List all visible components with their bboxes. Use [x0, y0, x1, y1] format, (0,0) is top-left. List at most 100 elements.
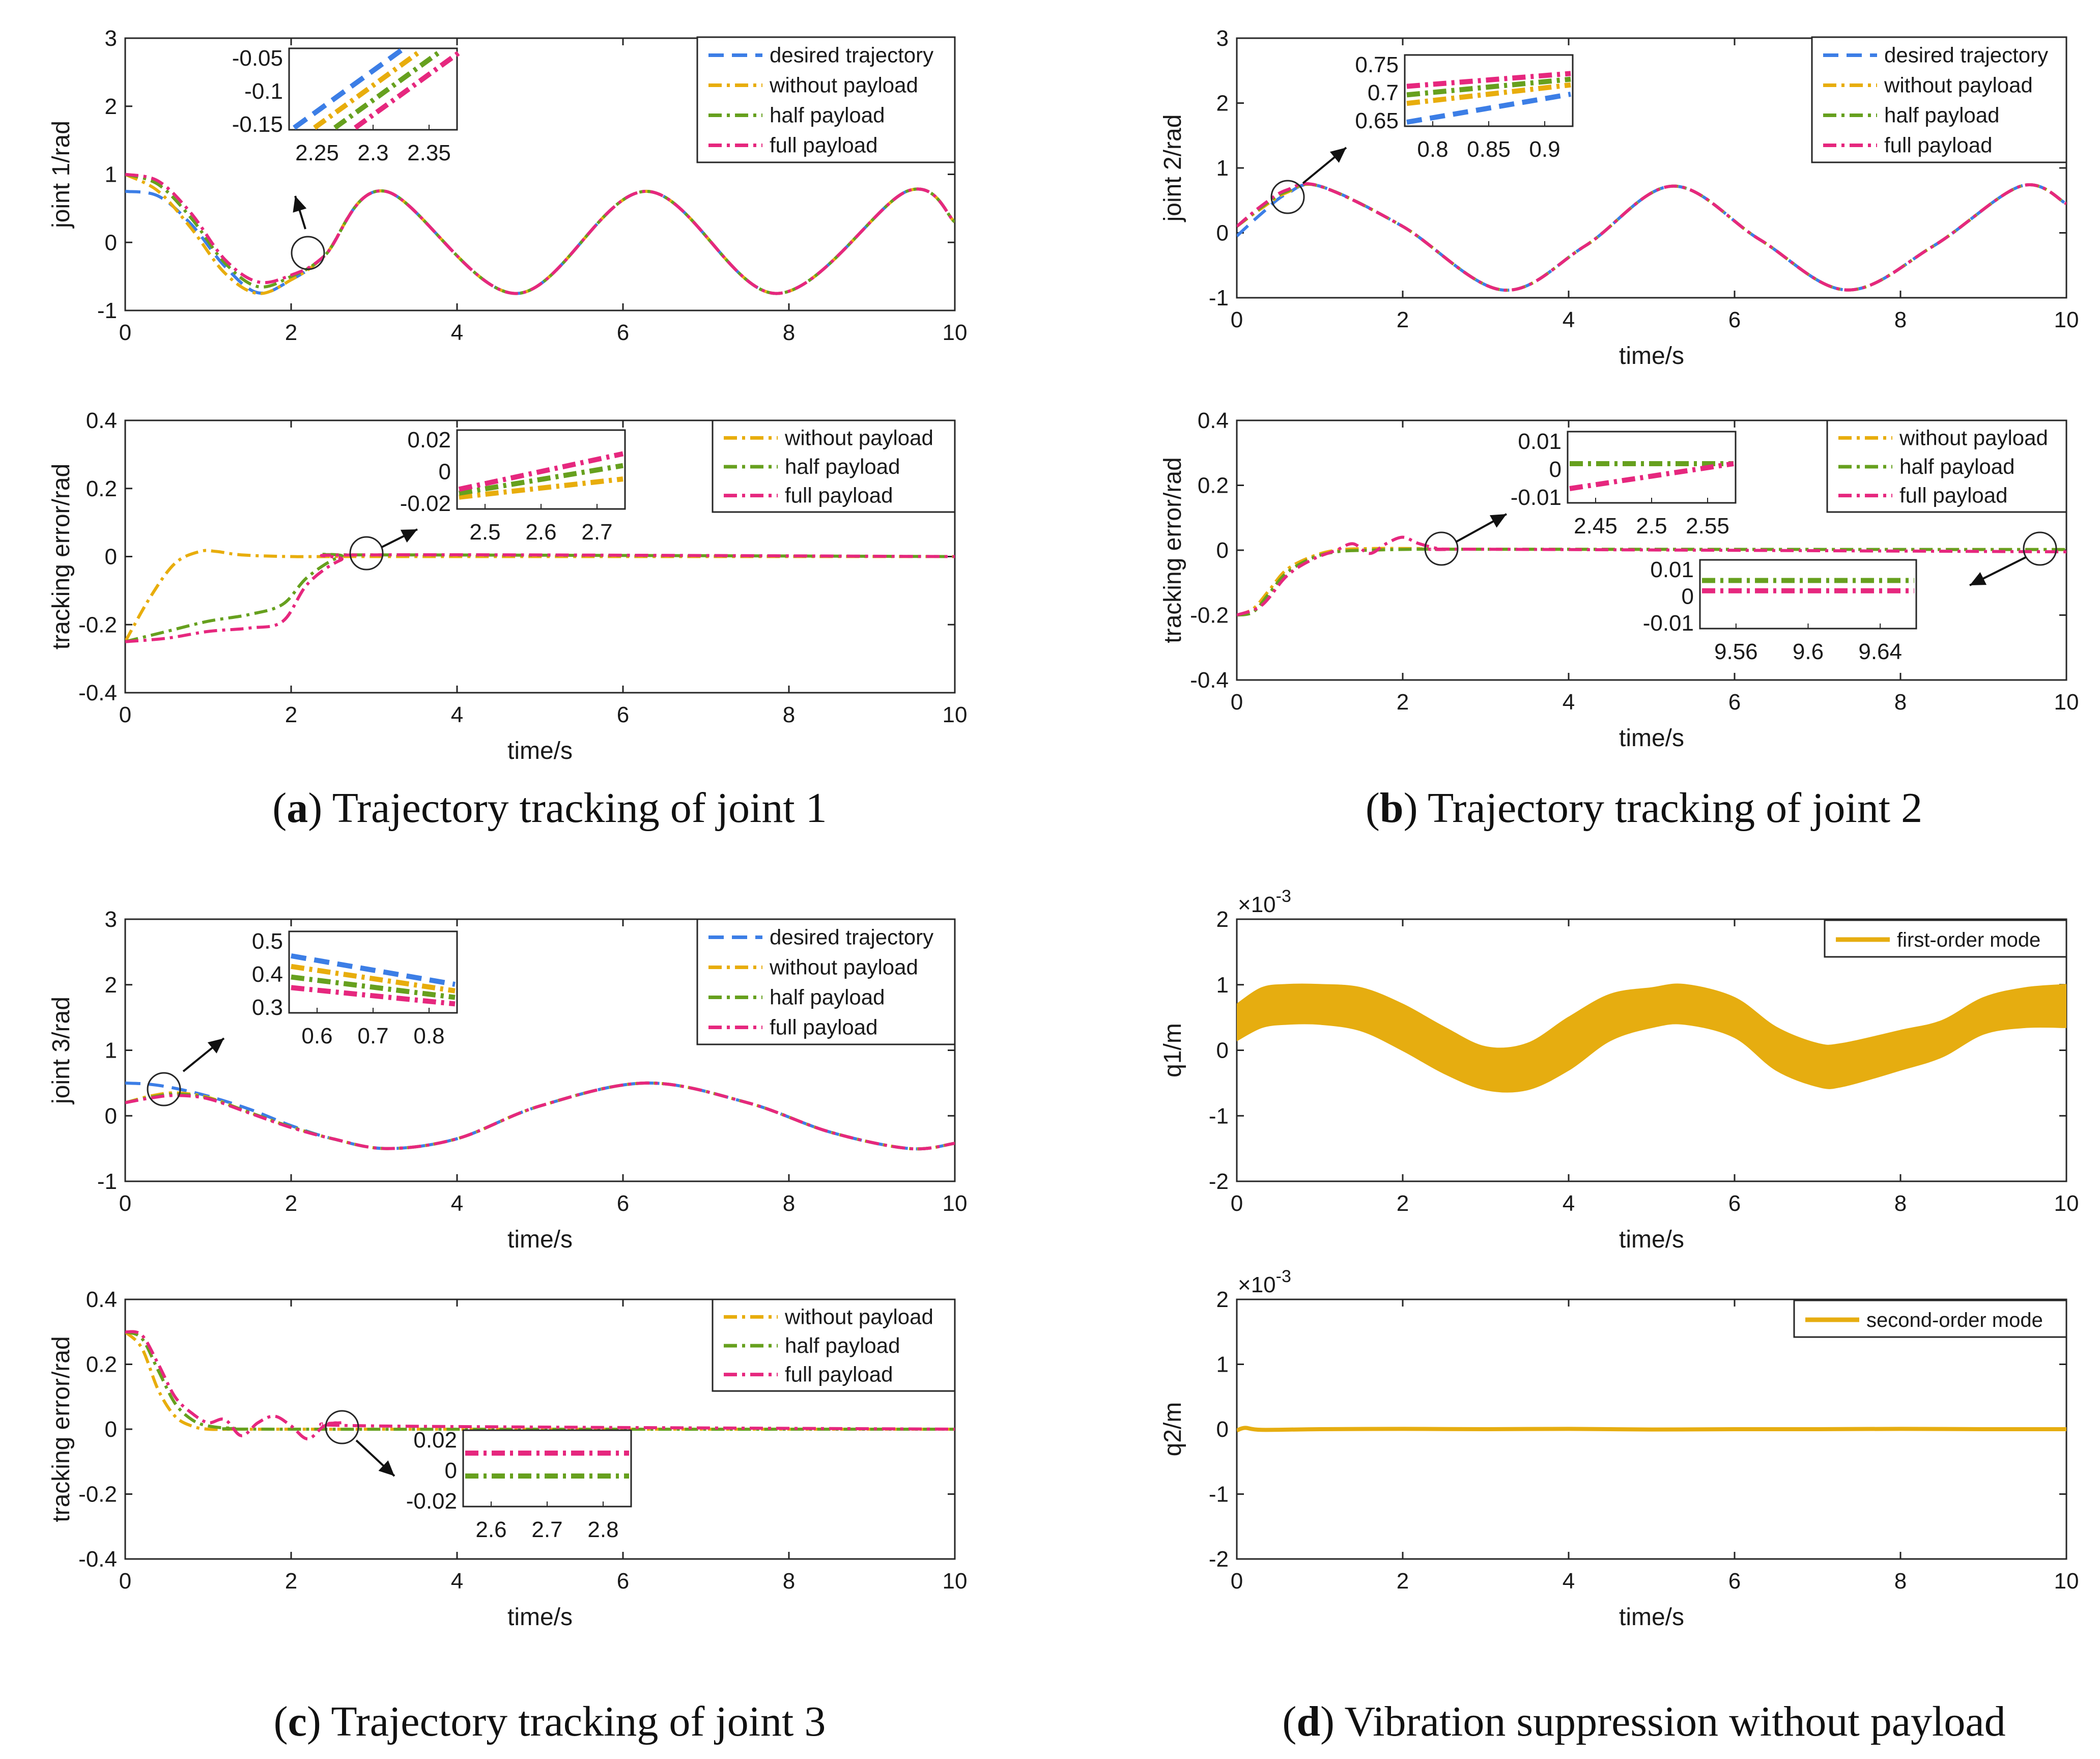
series-group — [1237, 983, 2066, 1093]
legend-label: desired trajectory — [1884, 43, 2048, 67]
y-exponent-label: ×10-3 — [1238, 887, 1291, 917]
legend-label: full payload — [770, 1015, 877, 1039]
zoom-circle — [325, 1410, 359, 1444]
series-line-full — [125, 173, 955, 295]
inset-series-half — [291, 974, 456, 1000]
x-tick-label: 4 — [451, 1569, 463, 1594]
x-axis-label: time/s — [1619, 1604, 1684, 1631]
x-tick-label: 0 — [119, 1569, 131, 1594]
x-tick-label: 6 — [617, 1569, 629, 1594]
legend-label: half payload — [770, 103, 885, 127]
inset-series-half — [459, 463, 623, 496]
inset-x-tick-label: 9.64 — [1858, 639, 1902, 664]
inset-y-tick-label: -0.01 — [1511, 485, 1562, 510]
caption-b: (b) Trajectory tracking of joint 2 — [1366, 784, 1922, 832]
inset-series-full — [354, 48, 464, 130]
y-tick-label: 0 — [1216, 538, 1229, 563]
series-group — [1237, 535, 2066, 617]
chart-a2: 0 2 4 6 8 10 -0.4 -0.2 0 0.2 0.4 time/s tracking err… — [48, 408, 967, 764]
inset-series-without — [313, 48, 423, 130]
x-tick-label: 10 — [943, 1191, 968, 1216]
series-group — [1237, 182, 2066, 292]
y-tick-label: -1 — [1209, 1482, 1229, 1507]
x-tick-label: 0 — [119, 320, 131, 345]
x-tick-label: 6 — [1728, 307, 1741, 332]
zoom-inset: 9.56 9.6 9.64 0.010-0.01 — [1643, 557, 1917, 664]
inset-x-tick-label: 0.6 — [301, 1024, 332, 1048]
x-tick-label: 8 — [783, 1191, 795, 1216]
y-tick-label: 3 — [105, 26, 117, 51]
series-group — [1237, 1426, 2066, 1433]
y-exponent-power: -3 — [1276, 887, 1291, 906]
x-tick-label: 8 — [783, 1569, 795, 1594]
x-tick-label: 2 — [285, 1191, 297, 1216]
x-tick-label: 2 — [1397, 690, 1409, 715]
x-tick-label: 0 — [119, 1191, 131, 1216]
legend-label: half payload — [785, 1334, 900, 1357]
x-tick-label: 2 — [1397, 1191, 1409, 1216]
caption-c: (c) Trajectory tracking of joint 3 — [274, 1698, 826, 1745]
y-tick-label: 1 — [105, 162, 117, 187]
y-tick-label: 0 — [105, 545, 117, 570]
y-axis-label: tracking error/rad — [48, 464, 75, 649]
legend-label: without payload — [784, 1304, 933, 1328]
y-tick-label: 2 — [1216, 91, 1229, 116]
zoom-arrow-head — [400, 529, 417, 543]
x-tick-label: 6 — [1728, 1191, 1741, 1216]
x-tick-label: 4 — [1563, 307, 1575, 332]
x-tick-label: 4 — [451, 1191, 463, 1216]
inset-series-without — [1406, 82, 1571, 106]
caption-d-text: Vibration suppression without payload — [1335, 1698, 2006, 1745]
zoom-arrow-head — [1329, 148, 1346, 163]
x-tick-label: 8 — [1894, 1191, 1907, 1216]
zoom-circle — [349, 536, 384, 571]
inset-x-tick-label: 2.5 — [1636, 514, 1667, 538]
legend: desired trajectory without payload half pa… — [696, 36, 956, 163]
y-tick-label: 3 — [105, 907, 117, 932]
zoom-inset: 2.25 2.3 2.35 -0.05 -0.1 -0.15 — [232, 46, 464, 165]
inset-y-tick-label: 0.02 — [413, 1428, 457, 1453]
legend-label: without payload — [769, 73, 918, 97]
inset-y-tick-label: -0.02 — [406, 1489, 457, 1514]
inset-x-tick-label: 2.55 — [1686, 514, 1729, 538]
legend: first-order mode — [1824, 919, 2067, 958]
inset-x-tick-label: 0.7 — [357, 1024, 388, 1048]
legend-label: full payload — [1899, 484, 2007, 507]
legend-label: full payload — [785, 1363, 893, 1386]
zoom-circle — [291, 236, 325, 270]
caption-b-letter: b — [1380, 784, 1404, 832]
y-tick-label: -0.2 — [78, 612, 117, 637]
x-tick-label: 4 — [451, 320, 463, 345]
legend-box — [1811, 36, 2067, 163]
chart-d2: 0 2 4 6 8 10 -2 -1 0 1 2 time/s q2/m ×10-3 second-orde… — [1159, 1267, 2079, 1631]
series-line-full — [125, 1081, 955, 1151]
inset-y-tick-label: 0 — [445, 1458, 457, 1483]
inset-box — [462, 1429, 632, 1508]
chart-b2: 0 2 4 6 8 10 -0.4 -0.2 0 0.2 0.4 time/s tracking err… — [1159, 408, 2079, 752]
inset-y-tick-label: 0.5 — [252, 929, 283, 954]
inset-y-tick-label: 0 — [439, 460, 451, 485]
y-tick-label: -2 — [1209, 1169, 1229, 1194]
zoom-circle — [1270, 180, 1305, 214]
inset-x-tick-label: 2.45 — [1574, 514, 1617, 538]
inset-series-desired — [1406, 92, 1571, 125]
x-tick-label: 8 — [1894, 690, 1907, 715]
zoom-circle — [147, 1072, 181, 1107]
legend-box — [696, 36, 956, 163]
legend-label: without payload — [1884, 73, 2033, 97]
legend-label: desired trajectory — [770, 43, 933, 67]
y-tick-label: -0.2 — [1190, 603, 1229, 628]
caption-d-letter: d — [1296, 1698, 1320, 1745]
legend: desired trajectory without payload half pa… — [696, 918, 956, 1045]
legend-label: half payload — [1884, 103, 2000, 127]
legend-label: full payload — [785, 484, 893, 507]
legend-label: without payload — [1899, 425, 2048, 449]
y-tick-label: 0.2 — [86, 476, 117, 501]
y-axis-label: joint 3/rad — [48, 997, 75, 1105]
y-tick-label: -2 — [1209, 1547, 1229, 1572]
x-tick-label: 6 — [1728, 1569, 1741, 1594]
y-tick-label: 1 — [105, 1038, 117, 1063]
